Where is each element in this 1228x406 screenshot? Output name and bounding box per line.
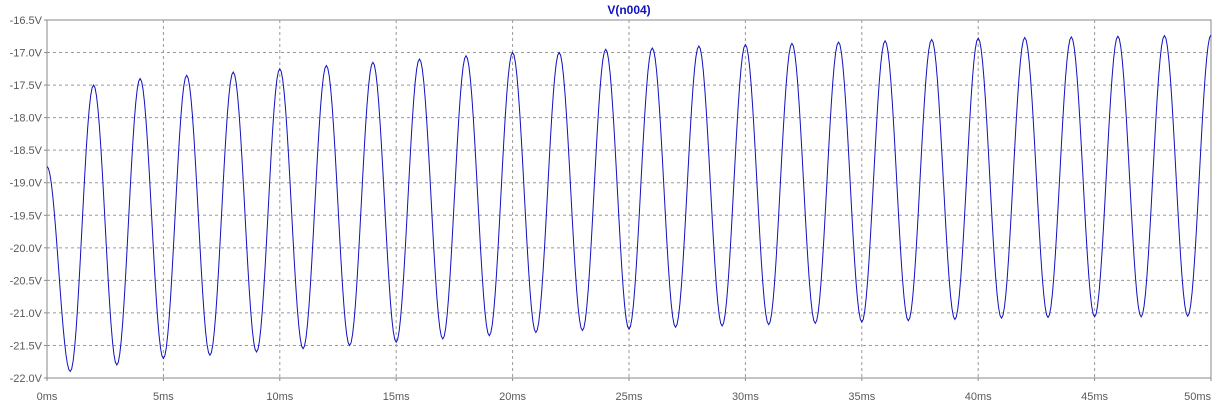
series-line-v-n004 bbox=[46, 34, 1212, 373]
x-tick-label: 40ms bbox=[965, 391, 992, 403]
x-tick-label: 45ms bbox=[1081, 391, 1108, 403]
y-tick-label: -17.5V bbox=[10, 80, 43, 92]
x-tick-label: 15ms bbox=[383, 391, 410, 403]
x-tick-label: 5ms bbox=[153, 391, 174, 403]
x-tick-label: 50ms bbox=[1184, 391, 1211, 403]
y-axis-ticks: -16.5V -17.0V -17.5V -18.0V -18.5V -19.0V -19.… bbox=[10, 15, 47, 385]
y-tick-label: -20.0V bbox=[10, 243, 43, 255]
y-tick-label: -17.0V bbox=[10, 48, 43, 60]
y-tick-label: -16.5V bbox=[10, 15, 43, 27]
y-tick-label: -19.0V bbox=[10, 178, 43, 190]
x-tick-label: 20ms bbox=[499, 391, 526, 403]
x-tick-label: 35ms bbox=[848, 391, 875, 403]
y-tick-label: -18.5V bbox=[10, 145, 43, 157]
plot-area bbox=[46, 19, 1212, 379]
chart-title: V(n004) bbox=[607, 3, 650, 17]
x-tick-label: 0ms bbox=[37, 391, 58, 403]
y-tick-label: -21.0V bbox=[10, 308, 43, 320]
x-axis-ticks: 0ms 5ms 10ms 15ms 20ms 25ms 30ms 35ms 40ms 45ms 50… bbox=[37, 378, 1212, 403]
y-tick-label: -21.5V bbox=[10, 340, 43, 352]
x-tick-label: 10ms bbox=[266, 391, 293, 403]
x-tick-label: 25ms bbox=[616, 391, 643, 403]
y-tick-label: -18.0V bbox=[10, 113, 43, 125]
x-tick-label: 30ms bbox=[732, 391, 759, 403]
y-tick-label: -22.0V bbox=[10, 373, 43, 385]
y-tick-label: -20.5V bbox=[10, 275, 43, 287]
y-tick-label: -19.5V bbox=[10, 210, 43, 222]
